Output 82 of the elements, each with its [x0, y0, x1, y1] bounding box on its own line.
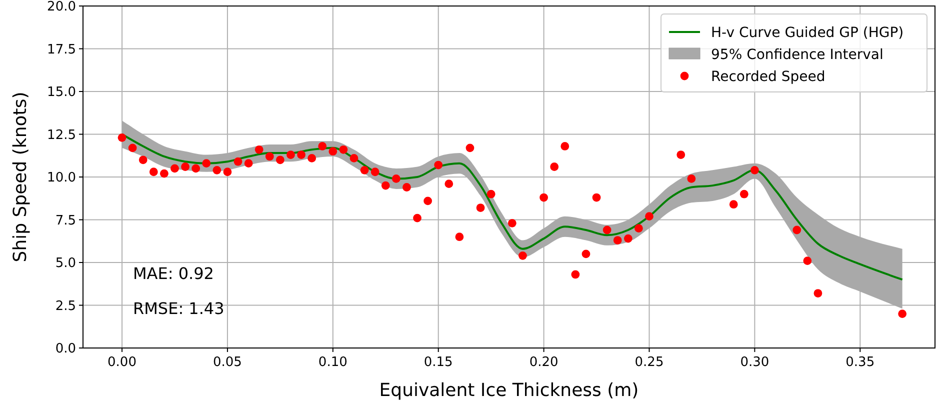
point [466, 144, 474, 152]
point [518, 251, 527, 260]
point [339, 145, 348, 154]
point [687, 174, 696, 183]
point [244, 159, 253, 168]
point [318, 142, 327, 150]
point [212, 166, 222, 174]
point [592, 193, 601, 202]
y-tick-label: 10.0 [47, 170, 76, 186]
point [602, 226, 612, 234]
x-tick-label: 0.15 [424, 355, 453, 370]
point [550, 162, 559, 171]
x-axis-title: Equivalent Ice Thickness (m) [379, 380, 639, 401]
y-tick-label: 0.0 [55, 342, 76, 356]
point [476, 204, 485, 212]
point [613, 236, 622, 244]
point [750, 166, 759, 174]
point [740, 190, 748, 198]
point [424, 196, 432, 206]
y-tick-label: 7.5 [55, 213, 76, 228]
y-axis-title: Ship Speed (knots) [10, 92, 31, 262]
x-tick-label: 0.10 [318, 355, 348, 370]
legend-label: Recorded Speed [711, 69, 826, 85]
point [328, 147, 338, 156]
point [192, 164, 200, 173]
point [729, 200, 738, 209]
point [370, 168, 380, 176]
point [434, 160, 443, 170]
point [540, 193, 548, 202]
legend-label: H-v Curve Guided GP (HGP) [711, 25, 904, 41]
point [276, 156, 284, 164]
point [350, 154, 358, 162]
point [560, 142, 570, 150]
point [138, 156, 148, 164]
annotation: RMSE: 1.43 [133, 299, 224, 318]
point [392, 174, 400, 183]
point [582, 250, 590, 258]
x-tick-label: 0.20 [529, 355, 558, 370]
y-tick-label: 12.5 [47, 128, 76, 143]
point [814, 289, 822, 298]
y-tick-label: 20.0 [47, 0, 76, 14]
point [486, 190, 496, 198]
point [444, 180, 454, 188]
point [308, 154, 316, 162]
point [645, 212, 654, 221]
point [676, 150, 686, 159]
point [254, 145, 264, 154]
point [297, 150, 306, 159]
y-tick-label: 17.5 [47, 42, 76, 58]
y-tick-label: 15.0 [47, 85, 76, 100]
point [118, 133, 126, 142]
point [223, 168, 232, 176]
x-tick-label: 0.25 [634, 355, 664, 370]
y-tick-label: 5.0 [55, 256, 76, 271]
point [634, 224, 643, 232]
x-tick-label: 0.30 [740, 355, 770, 370]
annotation: MAE: 0.92 [133, 264, 214, 283]
point [508, 218, 516, 228]
x-tick-label: 0.00 [108, 355, 136, 370]
point [160, 169, 168, 178]
point [402, 183, 411, 192]
x-tick-label: 0.05 [212, 355, 242, 370]
point [128, 144, 137, 152]
x-tick-label: 0.35 [846, 355, 875, 370]
y-tick-label: 2.5 [55, 298, 76, 314]
point [149, 168, 158, 176]
point [413, 214, 422, 222]
point [455, 232, 464, 242]
legend-label: 95% Confidence Interval [711, 47, 884, 63]
point [624, 234, 632, 243]
point [360, 166, 369, 174]
point [202, 159, 211, 168]
point [170, 164, 179, 173]
point [181, 162, 190, 171]
point [792, 226, 802, 234]
point [803, 256, 812, 265]
point [381, 181, 390, 190]
point [286, 150, 295, 159]
point [571, 270, 580, 279]
point [898, 310, 907, 318]
point [234, 157, 242, 166]
point [265, 152, 274, 161]
